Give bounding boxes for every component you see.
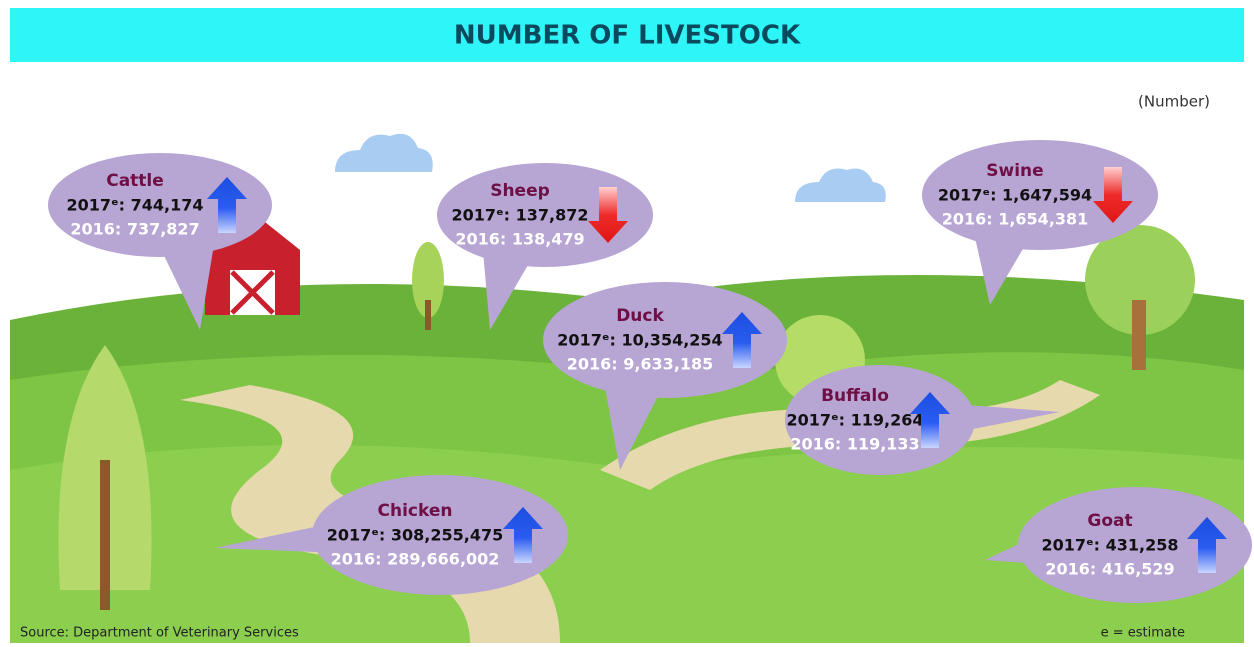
value-2016: 2016: 1,654,381 xyxy=(942,210,1089,229)
value-2016: 2016: 416,529 xyxy=(1045,560,1174,579)
value-2016: 2016: 289,666,002 xyxy=(331,550,500,569)
tree-trunk xyxy=(1132,300,1146,370)
value-2016: 2016: 119,133 xyxy=(790,435,919,454)
page: NUMBER OF LIVESTOCK (Number) Cattle 2017ᵉ… xyxy=(0,0,1254,643)
value-2017: 2017ᵉ: 431,258 xyxy=(1041,536,1178,555)
unit-label: (Number) xyxy=(1138,93,1210,111)
value-2017: 2017ᵉ: 10,354,254 xyxy=(557,331,722,350)
value-2017: 2017ᵉ: 308,255,475 xyxy=(327,526,504,545)
infographic: NUMBER OF LIVESTOCK (Number) Cattle 2017ᵉ… xyxy=(0,0,1254,643)
tree-trunk xyxy=(100,460,110,610)
value-2017: 2017ᵉ: 1,647,594 xyxy=(938,186,1092,205)
value-2017: 2017ᵉ: 119,264 xyxy=(786,411,923,430)
value-2017: 2017ᵉ: 137,872 xyxy=(451,206,588,225)
animal-name: Swine xyxy=(986,161,1043,181)
value-2016: 2016: 737,827 xyxy=(70,220,199,239)
note: e = estimate xyxy=(1101,626,1185,641)
value-2017: 2017ᵉ: 744,174 xyxy=(66,196,203,215)
value-2016: 2016: 9,633,185 xyxy=(567,355,714,374)
source: Source: Department of Veterinary Service… xyxy=(20,626,299,641)
animal-name: Duck xyxy=(616,306,664,326)
title: NUMBER OF LIVESTOCK xyxy=(454,21,801,51)
value-2016: 2016: 138,479 xyxy=(455,230,584,249)
animal-name: Goat xyxy=(1087,511,1132,531)
animal-name: Buffalo xyxy=(821,386,889,406)
animal-name: Cattle xyxy=(106,171,164,191)
animal-name: Sheep xyxy=(490,181,550,201)
animal-name: Chicken xyxy=(378,501,453,521)
tree-trunk xyxy=(425,300,431,330)
